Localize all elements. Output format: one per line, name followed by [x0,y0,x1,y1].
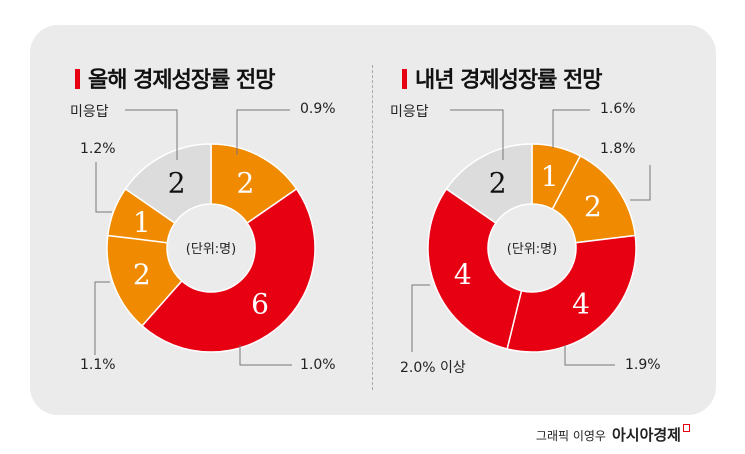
leader-line [239,345,292,366]
donut-slice [445,143,533,225]
center-unit-label: (단위:명) [186,242,236,257]
leader-line [236,109,290,155]
brand-mark-icon [683,424,690,432]
slice-value-label: 4 [454,258,472,291]
slice-value-label: 1 [541,160,559,193]
slice-value-label: 2 [168,166,186,199]
donut-slice [427,187,523,350]
donut-slice [506,234,637,353]
credit: 그래픽 이영우 아시아경제 [536,424,690,445]
slice-value-label: 2 [584,190,602,223]
slice-value-label: 1 [133,206,151,239]
donut-slice [124,143,212,225]
leader-line [94,281,110,355]
label-no-answer: 미응답 [70,104,109,120]
label-1.0: 1.0% [300,357,336,373]
slice-value-label: 4 [572,287,590,320]
label-0.9: 0.9% [300,101,336,117]
chart-title-left: 올해 경제성장률 전망 [75,62,275,94]
label-2.0-plus: 2.0% 이상 [400,360,466,376]
leader-line [95,162,112,213]
leader-line [552,109,590,148]
slice-value-label: 2 [236,166,254,199]
leader-line [411,284,430,352]
center-unit-label: (단위:명) [507,242,557,257]
leader-line [450,109,504,160]
leader-line [125,109,178,160]
title-marker [402,69,407,89]
label-1.9: 1.9% [625,357,661,373]
title-marker [75,69,80,89]
leader-line [630,165,651,201]
donut-slice [140,187,316,353]
title-text: 올해 경제성장률 전망 [88,68,275,93]
chart-title-right: 내년 경제성장률 전망 [402,62,602,94]
label-1.1: 1.1% [80,357,116,373]
slice-value-label: 2 [489,166,507,199]
title-text: 내년 경제성장률 전망 [415,68,602,93]
label-1.2: 1.2% [80,141,116,157]
slice-value-label: 6 [251,287,269,320]
leader-lines [94,109,651,366]
slice-value-label: 2 [133,258,151,291]
label-no-answer: 미응답 [390,104,429,120]
divider [372,65,373,390]
label-1.6: 1.6% [600,101,636,117]
leader-line [564,345,615,366]
credit-text: 그래픽 이영우 [535,429,606,443]
label-1.8: 1.8% [600,141,636,157]
brand-logo: 아시아경제 [611,426,681,444]
